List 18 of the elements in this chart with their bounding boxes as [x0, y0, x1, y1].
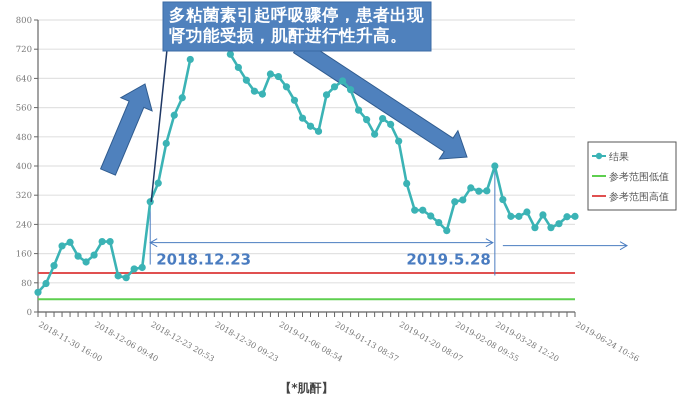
y-tick-label: 480 — [16, 132, 32, 143]
y-tick-label: 80 — [21, 278, 32, 289]
y-tick-label: 0 — [26, 308, 32, 318]
y-tick-label: 560 — [16, 104, 32, 114]
y-tick-label: 160 — [16, 250, 32, 260]
legend-label: 参考范围低值 — [609, 171, 669, 183]
y-tick-label: 320 — [16, 191, 32, 202]
legend-label: 参考范围高值 — [609, 191, 669, 203]
y-tick-label: 720 — [16, 45, 32, 56]
y-tick-label: 640 — [16, 74, 32, 84]
legend-label: 结果 — [609, 151, 629, 163]
annotation: 2018.12.23 — [156, 250, 252, 269]
y-tick-label: 400 — [16, 162, 32, 172]
y-tick-label: 240 — [16, 220, 32, 230]
annotation: 2019.5.28 — [406, 250, 491, 269]
annotation: 多粘菌素引起呼吸骤停，患者出现肾功能受损，肌酐进行性升高。 — [169, 6, 425, 45]
x-axis-title: 【*肌酐】 — [279, 381, 334, 395]
y-tick-label: 800 — [16, 16, 32, 26]
